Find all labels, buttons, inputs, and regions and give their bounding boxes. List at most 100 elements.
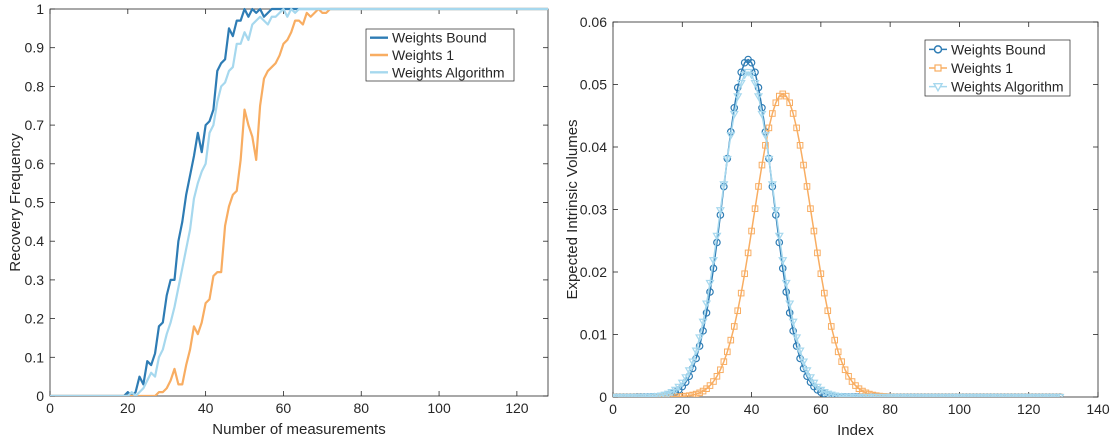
data-point [708,257,719,265]
legend-label: Weights 1 [392,47,454,63]
data-point [685,392,693,397]
y-tick-label: 0.9 [25,40,45,56]
legend: Weights Bound Weights 1 Weights Algorithm [924,39,1071,97]
data-point [793,124,800,132]
data-point [753,93,764,102]
y-tick-label: 0 [599,389,607,405]
legend-box [924,39,1071,97]
legend-box [365,28,515,82]
data-point [720,358,728,365]
data-point [834,348,842,356]
data-point [765,124,773,132]
legend-marker [934,64,942,72]
legend-label: Weights 1 [951,60,1013,76]
data-point [689,391,696,397]
data-point [810,227,818,235]
y-tick-label: 0.6 [25,156,45,172]
series-1 [50,7,548,396]
y-tick-label: 0.04 [580,139,607,155]
x-tick-label: 100 [427,400,451,416]
series-2 [613,68,1065,397]
data-point [695,334,705,343]
data-point [701,300,712,309]
x-tick-label: 60 [276,400,292,416]
data-point [789,327,797,335]
data-point [827,323,835,330]
data-point [750,79,760,88]
y-tick-label: 0.5 [25,195,45,211]
data-point [838,358,845,365]
data-point [769,110,776,117]
data-point [736,79,746,88]
data-point [817,270,825,278]
data-point [726,132,736,140]
y-axis-label: Expected Intrinsic Volumes [564,119,581,299]
series-line [50,7,548,396]
data-point [845,373,852,380]
data-point [767,181,777,190]
data-point [778,257,788,265]
x-tick-label: 0 [46,400,54,416]
data-point [775,92,783,100]
x-tick-label: 80 [353,400,369,416]
data-point [740,71,750,80]
series-line [613,93,1060,397]
data-point [751,205,759,212]
data-point [727,336,735,344]
data-point [802,367,812,376]
data-point [821,289,828,297]
data-point [733,93,743,102]
legend-label: Weights Bound [392,30,487,46]
series-2 [50,7,548,396]
y-tick-label: 0.3 [25,272,45,288]
data-point [748,227,755,235]
series-line [50,7,548,396]
data-point [795,347,805,356]
data-point [706,382,714,389]
data-point [785,300,795,309]
intrinsic-volumes-chart: 0 20 40 60 80 100 120 140 0 0.01 0.02 0.03 0.04 0.05 0… [564,14,1110,439]
x-tick-label: 120 [505,400,529,416]
y-tick-label: 0.2 [25,311,45,327]
series-0 [50,7,548,396]
y-tick-label: 0.7 [25,117,45,133]
y-tick-label: 0.8 [25,78,45,94]
data-point [734,307,742,315]
legend-marker [933,45,943,54]
data-point [705,279,715,288]
data-point [764,155,774,164]
data-point [722,155,732,164]
y-tick-label: 0.02 [580,264,607,280]
x-tick-label: 120 [1017,401,1041,417]
y-tick-label: 0.03 [580,202,607,218]
data-point [691,347,701,356]
data-point [710,378,717,385]
data-point [681,374,691,383]
y-tick-label: 0 [36,388,44,404]
data-point [729,110,739,119]
legend-label: Weights Algorithm [951,79,1064,95]
data-point [796,141,804,149]
data-point [803,183,811,190]
data-point [782,92,790,100]
data-point [785,309,794,317]
data-point [713,373,721,380]
legend-item: Weights Algorithm [370,64,505,80]
recovery-frequency-chart: 0 20 40 60 80 100 120 0 0.1 0.2 0.3 0.4 0.5 0.6 0.7 0.8… [7,1,549,438]
y-tick-label: 0.4 [25,233,45,249]
x-tick-label: 140 [1086,401,1110,417]
data-point [730,323,738,330]
legend-label: Weights Bound [951,41,1046,57]
data-point [678,393,686,397]
data-point [760,132,770,140]
data-point [737,289,745,297]
data-point [675,393,683,397]
data-point [782,288,791,296]
legend-label: Weights Algorithm [392,64,505,80]
data-point [1055,393,1065,397]
data-point [814,249,821,257]
data-point [807,205,814,212]
data-point [798,358,809,367]
data-point [719,181,729,190]
data-point [816,386,826,395]
